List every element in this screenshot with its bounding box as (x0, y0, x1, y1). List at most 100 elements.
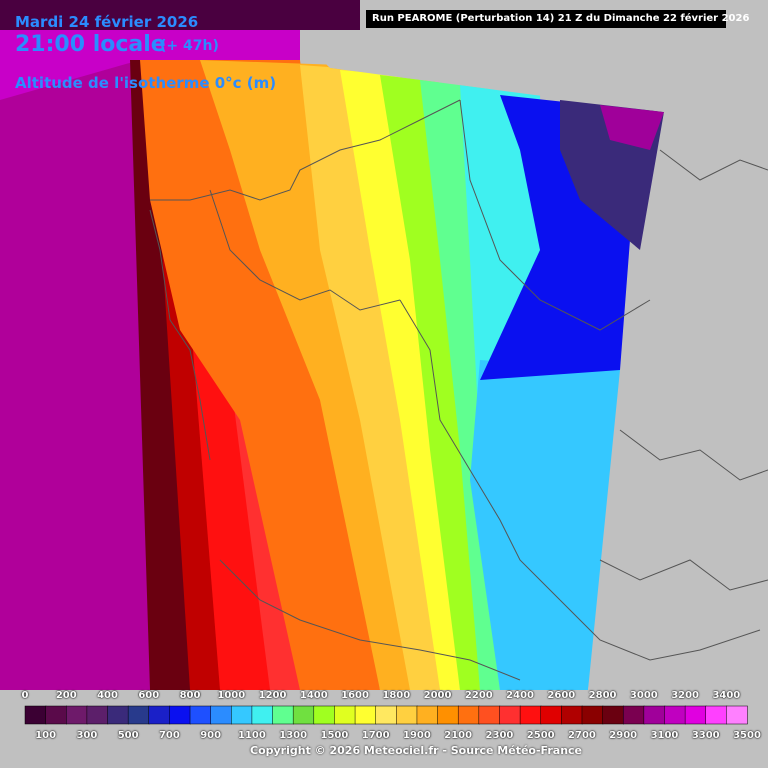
legend-swatch (127, 705, 150, 725)
legend-label-bottom: 1700 (361, 730, 390, 741)
legend-label-top: 2200 (464, 690, 493, 701)
legend-swatch (499, 705, 521, 725)
legend-label-top: 0 (21, 690, 29, 701)
border-channel (209, 189, 401, 311)
legend-swatch (705, 705, 728, 725)
legend-label-bottom: 3300 (691, 730, 720, 741)
legend-swatch (519, 705, 542, 725)
legend-swatch (210, 705, 233, 725)
legend-label-top: 2400 (506, 690, 534, 701)
legend-swatch (416, 705, 439, 725)
legend-label-bottom: 700 (158, 730, 180, 741)
legend-label-bottom: 3100 (650, 730, 679, 741)
zone-yellow-orange (300, 65, 440, 690)
legend-swatch (726, 705, 748, 725)
forecast-date: Mardi 24 février 2026 (15, 13, 199, 31)
legend-swatch (251, 705, 274, 725)
legend-label-bottom: 1100 (237, 730, 266, 741)
zone-orange (200, 60, 420, 690)
legend-label-top: 3000 (629, 690, 658, 701)
legend-swatch (643, 705, 666, 725)
legend-swatch (313, 705, 336, 725)
legend-label-top: 1000 (217, 690, 246, 701)
legend-label-bottom: 2900 (609, 730, 638, 741)
variable-title: Altitude de l'isotherme 0°c (m) (15, 74, 277, 92)
color-legend (24, 705, 748, 725)
legend-label-bottom: 2300 (485, 730, 514, 741)
legend-swatch (107, 705, 129, 725)
legend-swatch (334, 705, 356, 725)
legend-label-bottom: 100 (35, 730, 57, 741)
legend-swatch (478, 705, 501, 725)
legend-swatch (66, 705, 88, 725)
legend-label-bottom: 1500 (320, 730, 349, 741)
legend-label-top: 800 (179, 690, 201, 701)
legend-label-top: 1800 (382, 690, 411, 701)
legend-label-top: 600 (138, 690, 160, 701)
zone-purple (600, 105, 664, 150)
legend-swatch (540, 705, 563, 725)
legend-label-bottom: 300 (76, 730, 98, 741)
legend-label-top: 2000 (423, 690, 452, 701)
borders (149, 99, 768, 681)
legend-swatch (24, 705, 47, 725)
legend-label-top: 1600 (341, 690, 369, 701)
legend-label-bottom: 500 (117, 730, 139, 741)
border-east-outer-2 (619, 429, 768, 481)
legend-swatch (354, 705, 377, 725)
copyright-text: Copyright © 2026 Meteociel.fr - Source M… (250, 744, 583, 757)
legend-label-bottom: 900 (200, 730, 222, 741)
legend-label-bottom: 2100 (444, 730, 473, 741)
border-east (399, 299, 561, 601)
legend-bar (24, 705, 748, 725)
legend-label-bottom: 2500 (526, 730, 555, 741)
border-east-outer (659, 149, 768, 181)
legend-label-bottom: 3500 (733, 730, 761, 741)
legend-swatch (292, 705, 315, 725)
legend-swatch (148, 705, 171, 725)
legend-swatch (581, 705, 604, 725)
legend-swatch (602, 705, 624, 725)
coastline-brittany (149, 209, 211, 461)
run-info: Run PEAROME (Perturbation 14) 21 Z du Di… (366, 10, 749, 28)
legend-swatch (622, 705, 645, 725)
legend-label-bottom: 1900 (403, 730, 431, 741)
legend-label-top: 3400 (712, 690, 741, 701)
border-east-outer-3 (599, 559, 768, 591)
legend-label-bottom: 2700 (568, 730, 596, 741)
legend-label-top: 1400 (299, 690, 328, 701)
legend-label-top: 400 (97, 690, 118, 701)
forecast-local-time: 21:00 locale (15, 32, 166, 57)
legend-swatch (86, 705, 109, 725)
legend-swatch (272, 705, 294, 725)
legend-swatch (375, 705, 398, 725)
legend-swatch (664, 705, 686, 725)
legend-swatch (169, 705, 191, 725)
zone-lime (380, 75, 480, 690)
legend-swatch (45, 705, 68, 725)
zone-magenta-dark (0, 60, 170, 690)
legend-swatch (189, 705, 212, 725)
legend-swatch (437, 705, 459, 725)
legend-swatch (457, 705, 480, 725)
north-dark-band (0, 0, 360, 30)
legend-label-top: 200 (55, 690, 77, 701)
border-south (219, 559, 521, 681)
legend-swatch (396, 705, 418, 725)
legend-label-top: 3200 (671, 690, 700, 701)
zone-light-blue (470, 360, 620, 690)
legend-swatch (684, 705, 707, 725)
legend-label-top: 2800 (588, 690, 617, 701)
border-alps (559, 599, 761, 661)
coastline-west (150, 99, 461, 201)
forecast-offset: (+ 47h) (160, 38, 219, 54)
legend-label-bottom: 1300 (279, 730, 308, 741)
legend-swatch (561, 705, 583, 725)
isotherm-field (0, 60, 664, 690)
legend-label-top: 2600 (547, 690, 576, 701)
legend-label-top: 1200 (258, 690, 287, 701)
legend-swatch (231, 705, 253, 725)
zone-yellow (340, 70, 460, 690)
border-germany (459, 99, 651, 331)
